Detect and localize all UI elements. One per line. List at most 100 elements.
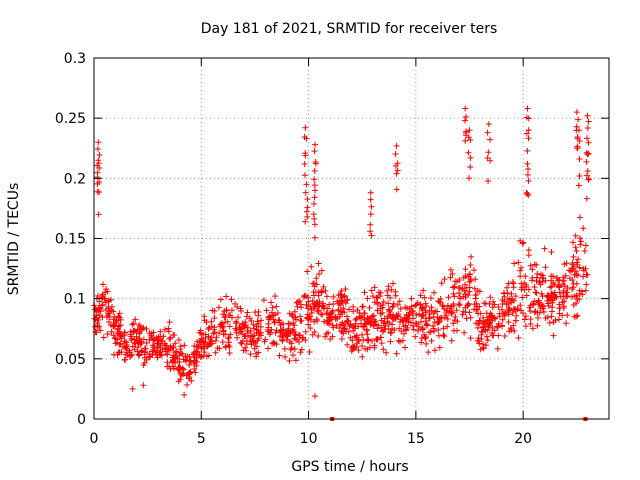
data-point bbox=[306, 349, 313, 356]
data-point bbox=[462, 105, 469, 112]
data-point bbox=[584, 168, 591, 175]
data-point bbox=[459, 311, 466, 318]
data-point bbox=[256, 330, 263, 337]
data-point bbox=[474, 303, 481, 310]
data-point bbox=[477, 346, 484, 353]
data-point bbox=[260, 297, 267, 304]
data-point bbox=[285, 320, 292, 327]
data-point bbox=[280, 320, 287, 327]
data-point bbox=[482, 327, 489, 334]
plot-frame bbox=[93, 57, 610, 420]
data-point bbox=[439, 302, 446, 309]
data-point bbox=[417, 318, 424, 325]
data-point bbox=[311, 167, 318, 174]
data-point bbox=[298, 317, 305, 324]
data-point bbox=[307, 325, 314, 332]
data-point bbox=[314, 308, 321, 315]
data-point bbox=[575, 182, 582, 189]
data-point bbox=[114, 330, 121, 337]
data-point bbox=[584, 271, 591, 278]
data-point bbox=[121, 332, 128, 339]
data-point bbox=[465, 274, 472, 281]
data-point bbox=[132, 316, 139, 323]
data-point bbox=[222, 331, 229, 338]
data-point bbox=[374, 300, 381, 307]
data-point bbox=[235, 314, 242, 321]
data-point bbox=[158, 338, 165, 345]
data-point bbox=[298, 346, 305, 353]
data-point bbox=[367, 189, 374, 196]
data-point bbox=[180, 366, 187, 373]
data-point bbox=[487, 136, 494, 143]
data-point bbox=[304, 311, 311, 318]
data-point bbox=[435, 326, 442, 333]
data-point bbox=[475, 335, 482, 342]
data-point bbox=[309, 297, 316, 304]
data-point bbox=[371, 284, 378, 291]
data-point bbox=[193, 348, 200, 355]
data-point bbox=[142, 345, 149, 352]
data-point bbox=[275, 317, 282, 324]
data-point bbox=[308, 309, 315, 316]
data-point bbox=[337, 291, 344, 298]
data-point bbox=[393, 142, 400, 149]
data-point bbox=[582, 287, 589, 294]
data-point bbox=[372, 318, 379, 325]
data-point bbox=[374, 336, 381, 343]
data-point bbox=[522, 323, 529, 330]
data-point bbox=[312, 393, 319, 400]
data-point bbox=[165, 328, 172, 335]
data-point bbox=[389, 303, 396, 310]
data-point bbox=[515, 334, 522, 341]
data-point bbox=[480, 345, 487, 352]
data-point bbox=[583, 172, 590, 179]
data-point bbox=[304, 268, 311, 275]
data-point bbox=[99, 301, 106, 308]
data-point bbox=[105, 319, 112, 325]
data-point bbox=[521, 316, 528, 323]
data-point bbox=[525, 247, 532, 254]
data-point bbox=[319, 300, 326, 307]
data-point bbox=[556, 276, 563, 283]
data-point bbox=[540, 274, 547, 281]
data-point bbox=[213, 334, 220, 341]
data-point bbox=[557, 293, 564, 300]
data-point bbox=[570, 253, 577, 260]
data-point bbox=[116, 341, 123, 348]
data-point bbox=[576, 214, 583, 221]
data-point bbox=[522, 313, 529, 320]
data-point bbox=[374, 325, 381, 332]
data-point bbox=[266, 313, 273, 320]
data-point bbox=[419, 324, 426, 331]
data-point bbox=[471, 306, 478, 313]
data-point bbox=[507, 325, 514, 332]
data-point bbox=[517, 302, 524, 309]
data-point bbox=[341, 292, 348, 299]
data-point bbox=[367, 228, 374, 235]
data-point bbox=[419, 307, 426, 314]
data-point bbox=[441, 305, 448, 312]
data-point bbox=[430, 327, 437, 334]
data-point bbox=[228, 296, 235, 303]
data-point bbox=[368, 203, 375, 210]
data-point bbox=[445, 294, 452, 301]
data-point bbox=[412, 320, 419, 327]
data-point bbox=[211, 314, 218, 321]
data-point bbox=[200, 331, 207, 338]
data-point bbox=[97, 327, 104, 334]
data-point bbox=[134, 344, 141, 351]
data-point bbox=[167, 343, 174, 350]
data-point bbox=[546, 296, 553, 303]
data-point bbox=[310, 289, 317, 296]
data-point bbox=[462, 266, 469, 273]
data-point bbox=[311, 182, 318, 189]
data-point bbox=[282, 332, 289, 339]
data-point bbox=[161, 326, 168, 333]
data-point bbox=[303, 208, 310, 215]
data-point bbox=[279, 336, 286, 343]
data-point bbox=[212, 349, 219, 356]
data-point bbox=[548, 313, 555, 320]
data-point bbox=[375, 289, 382, 296]
data-point bbox=[373, 294, 380, 301]
data-point bbox=[525, 115, 532, 122]
